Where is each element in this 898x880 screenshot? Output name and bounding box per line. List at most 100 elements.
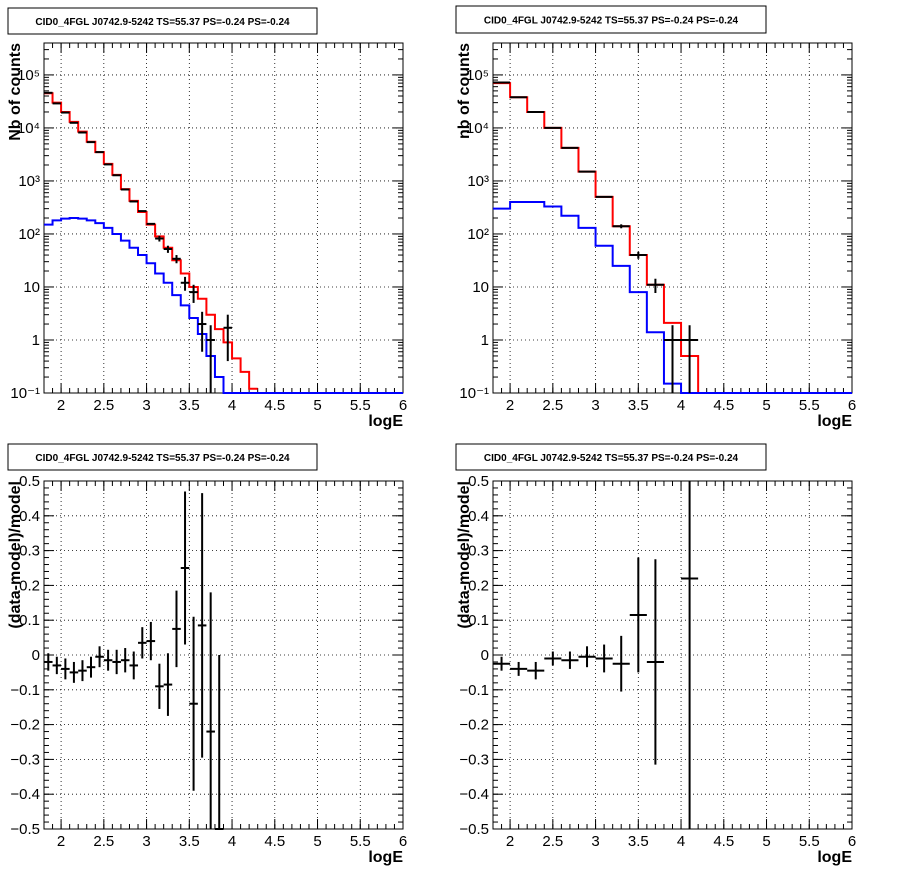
plot-frame [43,480,404,830]
data-point [172,255,181,264]
data-point [493,656,511,671]
x-tick-label: 5.5 [350,397,371,414]
x-tick-label: 4 [228,833,236,850]
data-point [146,621,156,661]
y-tick-label: 10⁻¹ [10,385,40,402]
x-tick-label: 4.5 [264,397,285,414]
data-point [163,653,173,716]
x-tick-label: 2 [506,833,514,850]
y-tick-label: −0.2 [10,717,40,734]
x-tick-label: 2.5 [542,833,563,850]
x-axis-label: logE [817,413,852,430]
x-tick-label: 6 [399,397,407,414]
x-tick-label: 5.5 [799,833,820,850]
data-point [86,656,96,678]
x-tick-label: 6 [848,833,856,850]
y-tick-label: −0.4 [10,786,40,803]
y-axis-label: (data-model)/model [456,481,473,629]
data-point [155,663,164,709]
data-point [197,493,207,758]
x-tick-label: 4.5 [264,833,285,850]
data-point [681,325,699,393]
data-point [612,635,630,692]
chart-title: CID0_4FGL J0742.9-5242 TS=55.37 PS=-0.24… [35,453,290,464]
x-tick-label: 5.5 [350,833,371,850]
title-box [7,443,318,471]
y-tick-label: 1 [481,332,489,349]
y-tick-label: 10⁻¹ [459,385,489,402]
data-point [52,656,62,675]
data-point [510,661,528,676]
x-tick-label: 3.5 [628,833,649,850]
x-tick-label: 4 [228,397,236,414]
x-tick-label: 4 [677,833,685,850]
data-point [120,648,130,673]
y-tick-label: −0.1 [10,682,40,699]
x-tick-label: 4 [677,397,685,414]
y-tick-label: 0.3 [19,543,40,560]
title-box [455,443,767,471]
data-point [612,224,630,229]
chart-title: CID0_4FGL J0742.9-5242 TS=55.37 PS=-0.24… [484,16,739,27]
y-tick-label: 10⁵ [17,67,40,84]
y-tick-label: −0.5 [459,821,489,838]
data-point [189,284,198,303]
data-point [681,481,699,829]
data-point [578,646,596,668]
chart-title: CID0_4FGL J0742.9-5242 TS=55.37 PS=-0.24… [35,17,290,28]
x-tick-label: 3.5 [628,397,649,414]
x-axis-label: logE [368,413,403,430]
y-tick-label: −0.1 [459,682,489,699]
x-tick-label: 5 [762,397,770,414]
data-point [646,278,664,293]
data-point [223,314,233,362]
chart-panel-1: 2 2.5 3 3.5 4 4.5 5 5.5 6 10⁻¹ 1 10 10² 10³ 10⁴ 10⁵ logE… [7,7,407,430]
title-box [455,5,767,34]
y-tick-label: −0.3 [459,751,489,768]
x-tick-label: 5 [762,833,770,850]
x-tick-label: 4.5 [713,397,734,414]
data-point [103,649,113,671]
x-tick-label: 3 [591,833,599,850]
x-axis-label: logE [368,849,403,866]
y-tick-label: 0.1 [19,612,40,629]
data-point [44,653,53,671]
y-tick-label: 10² [18,226,40,243]
data-point [663,325,682,393]
data-point [527,661,545,680]
data-point [61,658,70,680]
y-tick-label: 0.5 [19,473,40,490]
y-tick-label: 10 [472,279,489,296]
title-box [7,7,318,35]
y-tick-label: −0.3 [10,751,40,768]
y-tick-label: 0 [32,647,40,664]
data-point [206,325,215,393]
x-tick-label: 2.5 [542,397,563,414]
y-tick-label: 10 [23,279,40,296]
data-point [180,491,190,645]
data-point [155,235,164,242]
x-tick-label: 4.5 [713,833,734,850]
y-tick-label: 10⁴ [466,120,489,137]
data-point [129,651,139,680]
x-tick-label: 2.5 [93,833,114,850]
y-tick-label: 10³ [18,173,40,190]
y-tick-label: 0.3 [468,543,489,560]
y-tick-label: −0.5 [10,821,40,838]
data-point [69,661,79,683]
y-tick-label: 0.4 [468,508,489,525]
chart-title: CID0_4FGL J0742.9-5242 TS=55.37 PS=-0.24… [484,453,739,464]
data-point [544,651,562,666]
x-tick-label: 6 [848,397,856,414]
data-point [561,651,579,669]
y-axis-label: (data-model)/model [7,481,24,629]
histogram-series-2 [44,217,403,394]
chart-panel-4: 2 2.5 3 3.5 4 4.5 5 5.5 6 −0.5 −0.4 −0.3 −0.2 −0.1 0 0.… [455,443,856,866]
y-axis-label: nb of counts [456,43,473,139]
y-tick-label: 10⁵ [466,67,489,84]
data-point [646,559,664,765]
y-tick-label: 0.2 [19,577,40,594]
data-point [112,649,121,675]
